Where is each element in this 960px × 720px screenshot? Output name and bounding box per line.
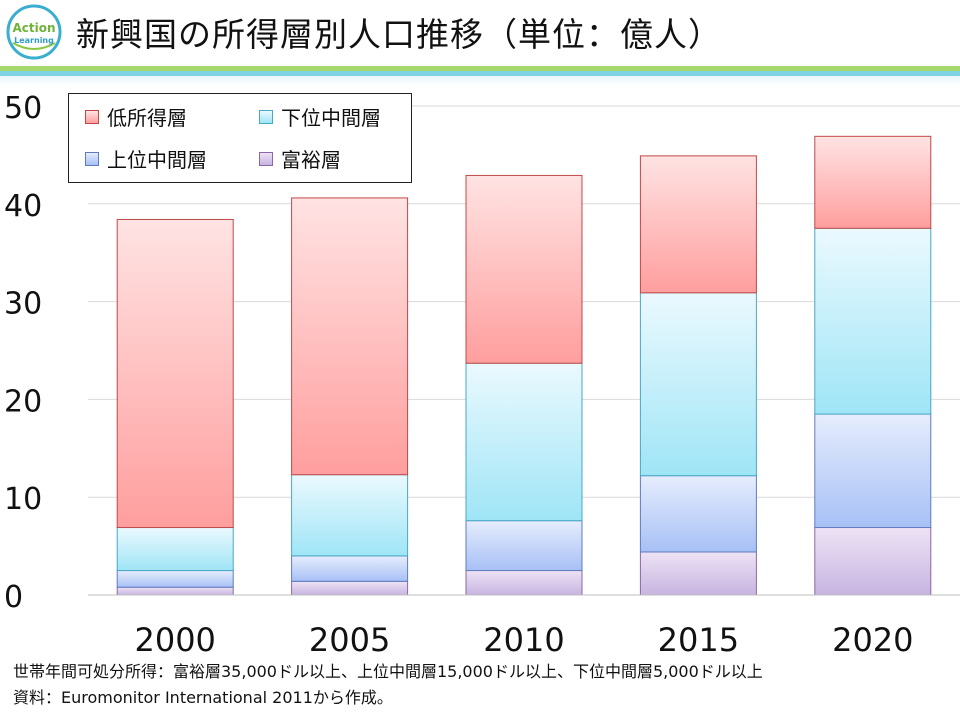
header-rule-blue <box>0 71 960 76</box>
y-tick-label-0: 0 <box>4 580 23 615</box>
bar-upper-2005 <box>291 555 409 582</box>
legend-label-lower: 下位中間層 <box>281 106 381 130</box>
bar-lower-2010 <box>465 362 583 522</box>
bar-rich-2015 <box>639 551 757 596</box>
legend-label-low: 低所得層 <box>107 106 187 130</box>
bar-low-2010 <box>465 174 583 364</box>
x-tick-label-2015: 2015 <box>658 621 739 659</box>
y-tick-label-20: 20 <box>4 384 42 419</box>
y-tick-label-30: 30 <box>4 287 42 322</box>
legend-swatch-lower <box>259 109 273 124</box>
legend-swatch-rich <box>259 151 273 166</box>
bar-low-2015 <box>639 155 757 294</box>
y-tick-label-40: 40 <box>4 189 42 224</box>
x-tick-label-2005: 2005 <box>309 621 390 659</box>
legend-item-lower: 下位中間層 <box>259 102 381 131</box>
bar-lower-2015 <box>639 292 757 477</box>
action-learning-logo: Action Learning <box>6 4 62 60</box>
legend-item-upper: 上位中間層 <box>85 144 207 173</box>
bar-lower-2005 <box>291 474 409 557</box>
source-note: 資料：Euromonitor International 2011から作成。 <box>13 688 393 707</box>
bar-lower-2000 <box>116 527 234 572</box>
bar-rich-2000 <box>116 586 234 596</box>
bar-low-2020 <box>814 135 932 229</box>
logo-line1: Action <box>12 21 55 35</box>
bar-upper-2015 <box>639 475 757 553</box>
chart-legend: 低所得層 下位中間層 上位中間層 富裕層 <box>68 93 412 183</box>
stacked-bar-chart: 0 10 20 30 40 50 2000 2005 2010 2015 2020 <box>4 91 960 659</box>
legend-label-upper: 上位中間層 <box>107 148 207 172</box>
logo-line2: Learning <box>14 36 54 45</box>
bar-lower-2020 <box>814 227 932 415</box>
legend-swatch-low <box>85 109 99 124</box>
income-definition-note: 世帯年間可処分所得：富裕層35,000ドル以上、上位中間層15,000ドル以上、… <box>13 662 763 681</box>
legend-item-rich: 富裕層 <box>259 144 341 173</box>
legend-item-low: 低所得層 <box>85 102 187 131</box>
header-rule-green <box>0 66 960 71</box>
bar-upper-2020 <box>814 413 932 529</box>
header-shadow <box>0 76 960 86</box>
y-tick-label-10: 10 <box>4 482 42 517</box>
legend-swatch-upper <box>85 151 99 166</box>
x-tick-label-2010: 2010 <box>483 621 564 659</box>
legend-label-rich: 富裕層 <box>281 148 341 172</box>
bar-rich-2020 <box>814 527 932 596</box>
bar-upper-2000 <box>116 570 234 588</box>
x-tick-label-2020: 2020 <box>832 621 913 659</box>
bar-rich-2010 <box>465 570 583 596</box>
bar-low-2005 <box>291 197 409 476</box>
bar-low-2000 <box>116 218 234 529</box>
page-title: 新興国の所得層別人口推移（単位：億人） <box>76 15 722 54</box>
bar-rich-2005 <box>291 580 409 596</box>
y-tick-label-50: 50 <box>4 91 42 126</box>
bar-upper-2010 <box>465 520 583 572</box>
x-tick-label-2000: 2000 <box>134 621 215 659</box>
